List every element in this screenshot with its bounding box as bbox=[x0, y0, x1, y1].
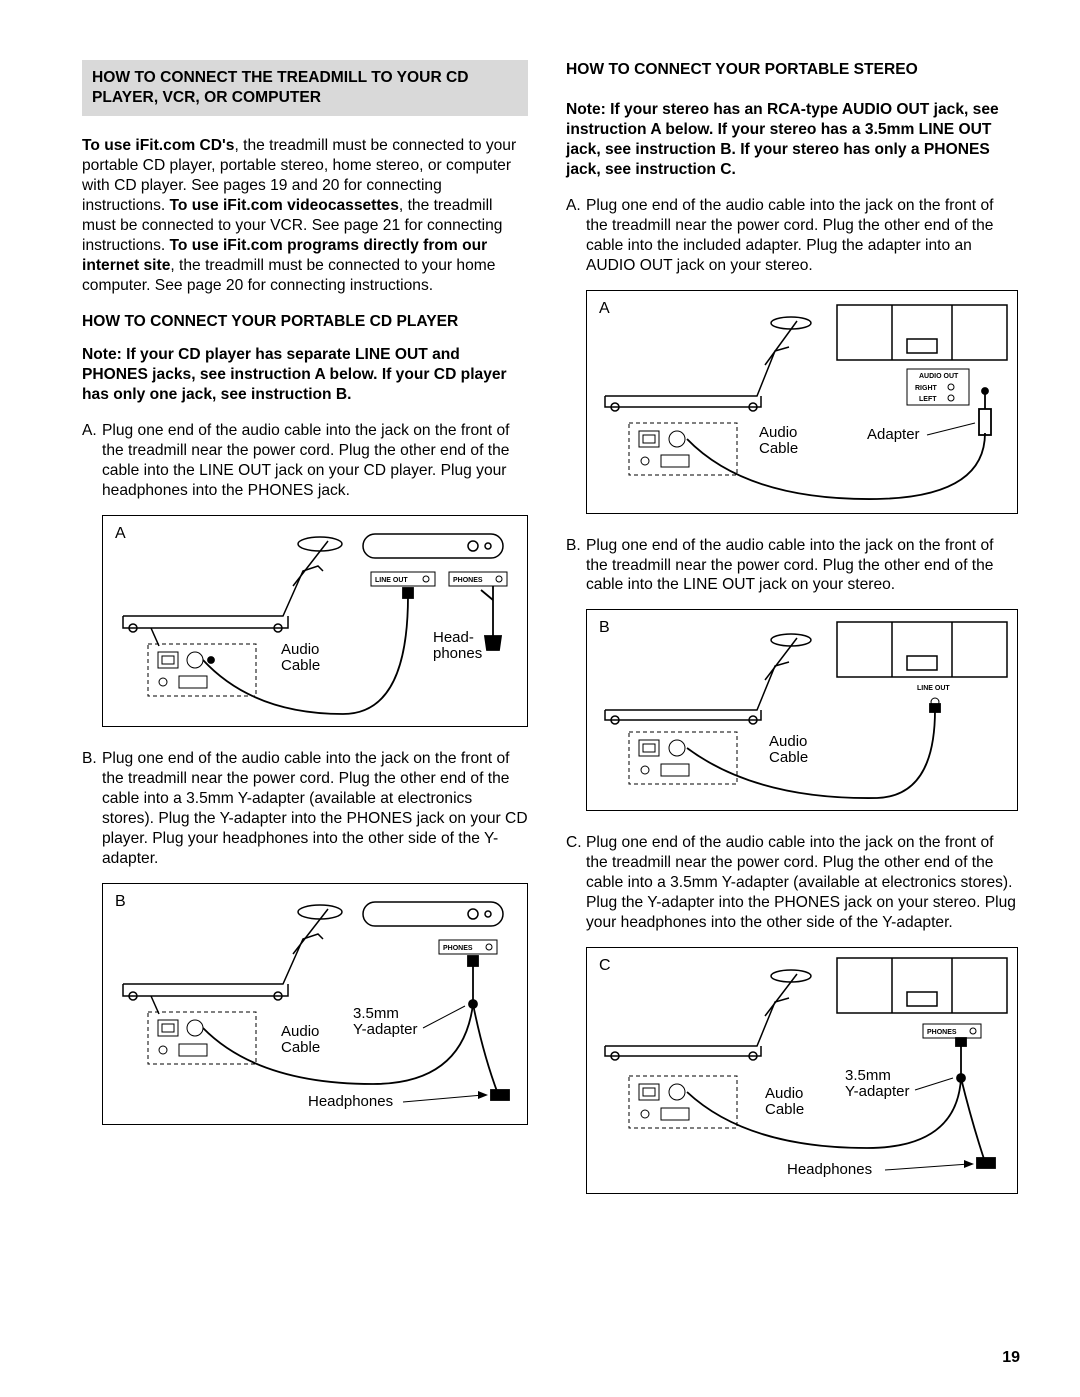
cd-sub-heading: HOW TO CONNECT YOUR PORTABLE CD PLAYER bbox=[82, 312, 528, 332]
figure-right-a: A AUDIO OUT RIGHT LEFT bbox=[586, 290, 1018, 514]
svg-text:RIGHT: RIGHT bbox=[915, 385, 938, 392]
figure-right-c: C PHONES bbox=[586, 947, 1018, 1194]
svg-text:Headphones: Headphones bbox=[787, 1161, 872, 1178]
cd-item-b: B. Plug one end of the audio cable into … bbox=[82, 749, 528, 869]
right-column: HOW TO CONNECT YOUR PORTABLE STEREO Note… bbox=[566, 60, 1018, 1216]
svg-text:Audio: Audio bbox=[765, 1085, 803, 1102]
svg-text:B: B bbox=[115, 893, 126, 910]
cd-item-a: A. Plug one end of the audio cable into … bbox=[82, 421, 528, 501]
svg-text:C: C bbox=[599, 957, 611, 974]
svg-text:LINE OUT: LINE OUT bbox=[917, 685, 950, 692]
svg-text:3.5mm: 3.5mm bbox=[845, 1067, 891, 1084]
svg-text:Audio: Audio bbox=[769, 733, 807, 750]
stereo-note: Note: If your stereo has an RCA-type AUD… bbox=[566, 100, 1018, 180]
svg-text:Audio: Audio bbox=[759, 424, 797, 441]
main-heading-left: HOW TO CONNECT THE TREADMILL TO YOUR CD … bbox=[82, 60, 528, 116]
svg-text:PHONES: PHONES bbox=[453, 577, 483, 584]
page-number: 19 bbox=[1002, 1349, 1020, 1367]
stereo-item-a: A. Plug one end of the audio cable into … bbox=[566, 196, 1018, 276]
svg-text:PHONES: PHONES bbox=[927, 1029, 957, 1036]
svg-text:LINE OUT: LINE OUT bbox=[375, 577, 408, 584]
stereo-heading: HOW TO CONNECT YOUR PORTABLE STEREO bbox=[566, 60, 1018, 80]
svg-text:Cable: Cable bbox=[765, 1101, 804, 1118]
intro-paragraph: To use iFit.com CD's, the treadmill must… bbox=[82, 136, 528, 296]
svg-text:Y-adapter: Y-adapter bbox=[353, 1021, 418, 1038]
svg-text:Headphones: Headphones bbox=[308, 1093, 393, 1110]
svg-text:3.5mm: 3.5mm bbox=[353, 1005, 399, 1022]
figure-left-a: A LINE OUT bbox=[102, 515, 528, 727]
svg-text:A: A bbox=[599, 300, 610, 317]
svg-text:Cable: Cable bbox=[281, 1039, 320, 1056]
svg-text:Adapter: Adapter bbox=[867, 426, 920, 443]
figure-right-b: B LINE OUT bbox=[586, 609, 1018, 811]
stereo-item-c: C. Plug one end of the audio cable into … bbox=[566, 833, 1018, 933]
svg-text:PHONES: PHONES bbox=[443, 945, 473, 952]
svg-text:Cable: Cable bbox=[769, 749, 808, 766]
svg-text:B: B bbox=[599, 619, 610, 636]
svg-text:AUDIO OUT: AUDIO OUT bbox=[919, 373, 959, 380]
svg-text:Cable: Cable bbox=[281, 657, 320, 674]
svg-text:Audio: Audio bbox=[281, 641, 319, 658]
svg-text:Y-adapter: Y-adapter bbox=[845, 1083, 910, 1100]
svg-text:Audio: Audio bbox=[281, 1023, 319, 1040]
figure-left-b: B PHONES bbox=[102, 883, 528, 1125]
svg-text:A: A bbox=[115, 525, 126, 542]
svg-text:LEFT: LEFT bbox=[919, 396, 937, 403]
svg-text:Cable: Cable bbox=[759, 440, 798, 457]
stereo-item-b: B. Plug one end of the audio cable into … bbox=[566, 536, 1018, 596]
svg-text:phones: phones bbox=[433, 645, 482, 662]
left-column: HOW TO CONNECT THE TREADMILL TO YOUR CD … bbox=[82, 60, 528, 1216]
svg-text:Head-: Head- bbox=[433, 629, 474, 646]
cd-note: Note: If your CD player has separate LIN… bbox=[82, 345, 528, 405]
